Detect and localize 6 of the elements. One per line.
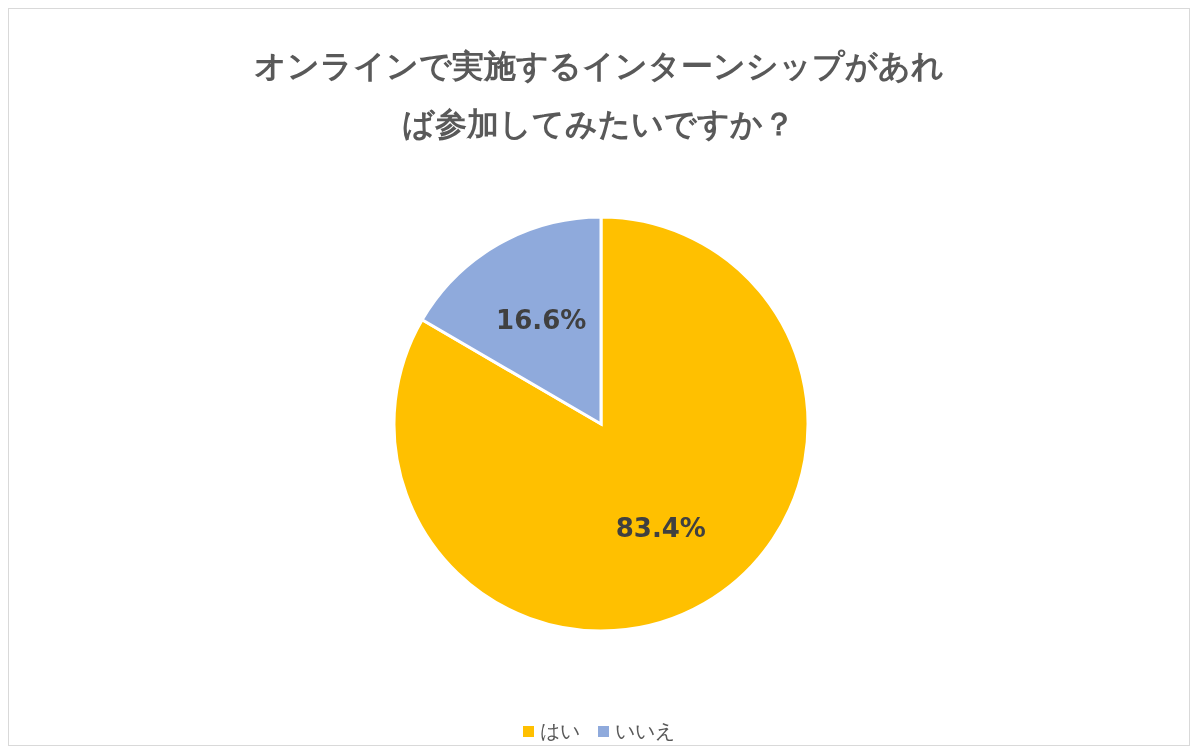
legend-label: いいえ <box>614 718 675 745</box>
chart-title: オンラインで実施するインターンシップがあれば参加してみたいですか？ <box>253 46 945 145</box>
legend-label: はい <box>539 718 580 745</box>
data-label: 16.6% <box>496 304 587 335</box>
pie-slice <box>392 215 810 633</box>
data-label: 83.4% <box>615 513 706 544</box>
